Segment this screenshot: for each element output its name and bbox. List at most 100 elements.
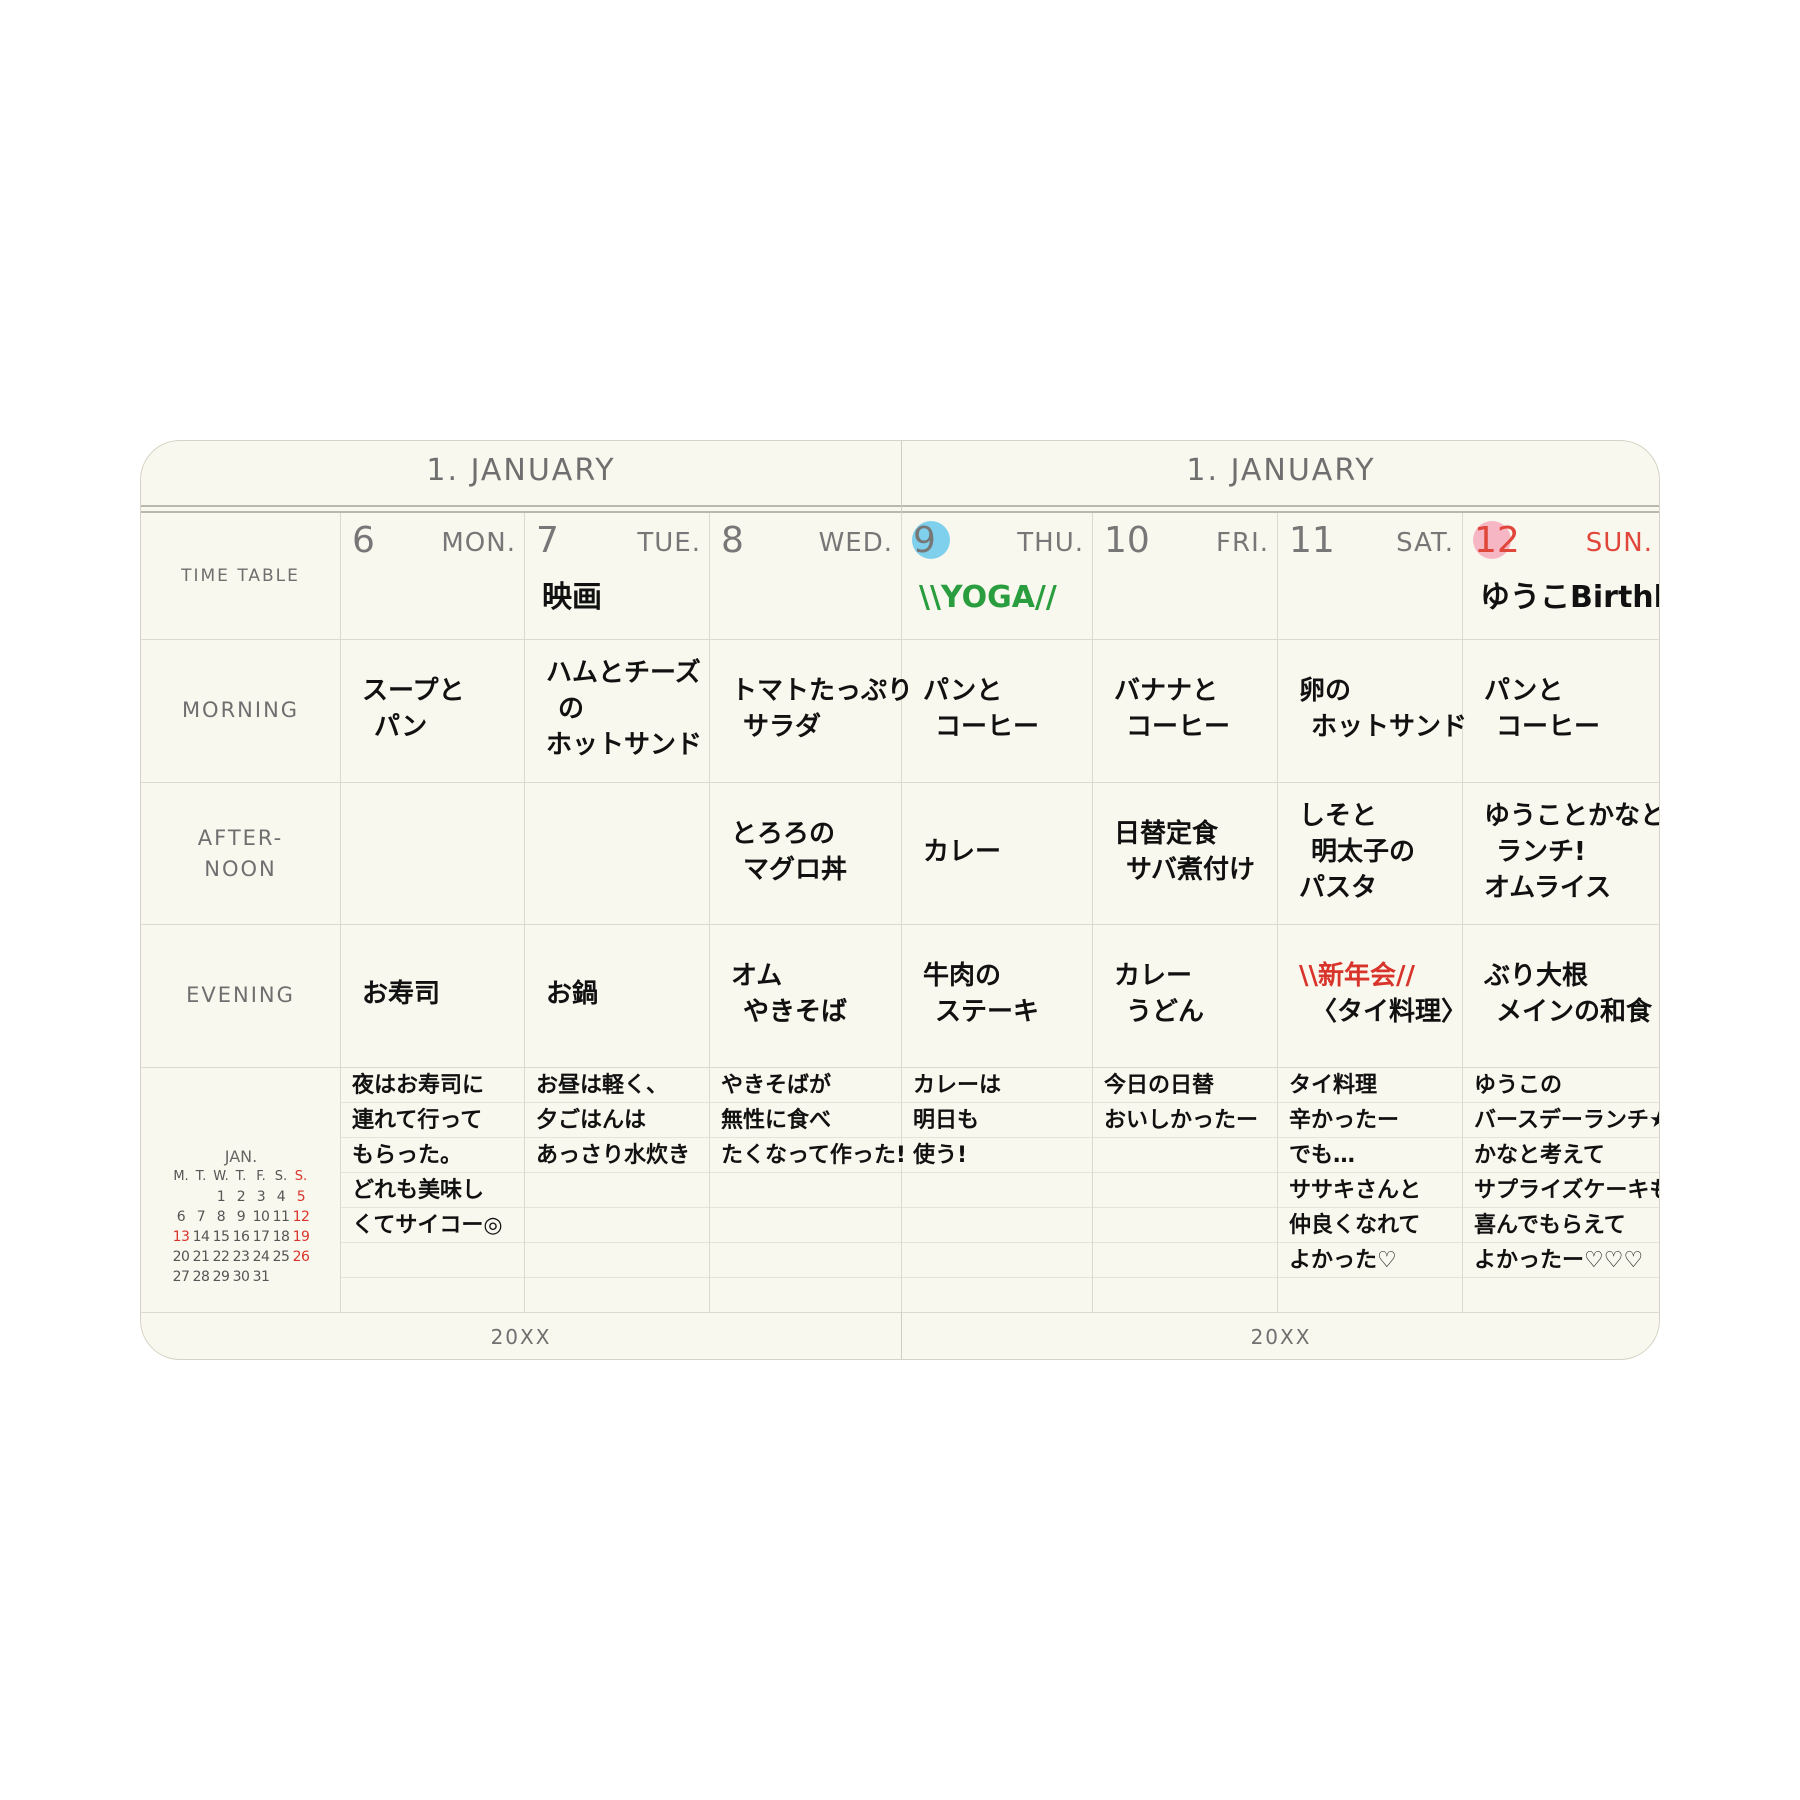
- mini-weekday: F.: [256, 1169, 266, 1184]
- mini-date: 6: [176, 1209, 186, 1225]
- mini-weekday: T.: [195, 1169, 207, 1184]
- rule: [340, 1102, 1659, 1103]
- mini-date: 9: [236, 1209, 246, 1225]
- note: ササキさんと: [1289, 1178, 1422, 1203]
- day-number: 7: [536, 520, 559, 561]
- evening-entry: 〈タイ料理〉: [1311, 996, 1468, 1027]
- rule: [340, 1242, 1659, 1243]
- note: 仲良くなれて: [1289, 1213, 1421, 1238]
- note: くてサイコー◎: [352, 1213, 503, 1238]
- mini-date: 11: [272, 1209, 290, 1225]
- rule: [141, 1312, 1659, 1313]
- mini-month: JAN.: [224, 1147, 258, 1166]
- planner: 1. JANUARY 1. JANUARY 20XX 20XX TIME TABLE MO…: [140, 440, 1660, 1360]
- note: 無性に食べ: [721, 1108, 832, 1133]
- note: かなと考えて: [1474, 1143, 1605, 1168]
- mini-date: 13: [172, 1229, 190, 1245]
- rule: [340, 1137, 1659, 1138]
- afternoon-entry: とろろの: [731, 818, 836, 849]
- mini-date: 19: [292, 1229, 310, 1245]
- event: ゆうこBirthbay: [1480, 580, 1659, 615]
- rule: [141, 782, 1659, 783]
- afternoon-entry: マグロ丼: [743, 854, 848, 885]
- afternoon-entry: サバ煮付け: [1126, 854, 1255, 885]
- note: バースデーランチ★: [1474, 1108, 1660, 1133]
- afternoon-entry: 日替定食: [1114, 818, 1219, 849]
- rule: [340, 1207, 1659, 1208]
- morning-entry: ホットサンド: [1311, 711, 1468, 742]
- month-title: 1. JANUARY: [426, 453, 616, 488]
- rule: [141, 1067, 1659, 1068]
- row-label: NOON: [204, 857, 277, 881]
- evening-entry: お鍋: [546, 978, 599, 1009]
- evening-entry: やきそば: [743, 996, 848, 1027]
- evening-entry: メインの和食: [1496, 996, 1653, 1027]
- evening-entry: 牛肉の: [923, 960, 1002, 991]
- morning-entry: ホットサンド: [546, 729, 703, 760]
- day-number: 6: [352, 520, 375, 561]
- mini-date: 29: [212, 1269, 230, 1285]
- rule: [340, 513, 341, 1312]
- mini-date: 31: [252, 1269, 270, 1285]
- year: 20XX: [1250, 1325, 1312, 1349]
- mini-date: 24: [252, 1249, 270, 1265]
- weekday: FRI.: [1216, 528, 1269, 558]
- mini-date: 28: [192, 1269, 210, 1285]
- mini-date: 15: [212, 1229, 230, 1245]
- mini-date: 2: [236, 1189, 246, 1205]
- day-highlight: [912, 521, 950, 559]
- evening-entry: オム: [731, 960, 783, 991]
- evening-entry: \\新年会//: [1299, 960, 1415, 991]
- morning-entry: スープと: [362, 675, 465, 706]
- afternoon-entry: しそと: [1299, 800, 1378, 831]
- month-title: 1. JANUARY: [1186, 453, 1376, 488]
- weekday: SUN.: [1585, 528, 1653, 558]
- afternoon-entry: カレー: [923, 836, 1002, 867]
- mini-weekday: S.: [294, 1169, 308, 1184]
- mini-date: 18: [272, 1229, 290, 1245]
- morning-entry: の: [558, 693, 585, 724]
- note: タイ料理: [1289, 1073, 1378, 1098]
- afternoon-entry: 明太子の: [1311, 836, 1416, 867]
- mini-date: 1: [216, 1189, 226, 1205]
- note: あっさり水炊き: [536, 1143, 691, 1168]
- row-label: AFTER-: [197, 826, 284, 850]
- morning-entry: サラダ: [743, 711, 822, 742]
- row-label: TIME TABLE: [181, 566, 300, 586]
- mini-date: 20: [172, 1249, 190, 1265]
- note: もらった。: [352, 1143, 463, 1168]
- note: 喜んでもらえて: [1474, 1213, 1626, 1238]
- weekday: SAT.: [1396, 528, 1454, 558]
- rule: [1092, 513, 1093, 1312]
- note: 夕ごはんは: [536, 1108, 647, 1133]
- mini-date: 4: [276, 1189, 286, 1205]
- note: お昼は軽く、: [536, 1073, 669, 1098]
- rule: [340, 1172, 1659, 1173]
- note: やきそばが: [721, 1073, 832, 1098]
- note: カレーは: [913, 1073, 1002, 1098]
- weekday: MON.: [441, 528, 516, 558]
- note: おいしかったー: [1104, 1108, 1259, 1133]
- mini-date: 21: [192, 1249, 210, 1265]
- rule: [901, 513, 902, 1312]
- morning-entry: パン: [374, 711, 428, 742]
- evening-entry: お寿司: [362, 978, 441, 1009]
- row-label: EVENING: [186, 983, 295, 1007]
- event: 映画: [542, 580, 602, 615]
- mini-date: 7: [196, 1209, 206, 1225]
- evening-entry: ステーキ: [935, 996, 1040, 1027]
- rule: [141, 505, 1659, 507]
- weekday: THU.: [1017, 528, 1084, 558]
- morning-entry: コーヒー: [1496, 711, 1601, 742]
- note: 今日の日替: [1104, 1073, 1215, 1098]
- evening-entry: カレー: [1114, 960, 1193, 991]
- morning-entry: コーヒー: [935, 711, 1040, 742]
- weekday: WED.: [818, 528, 893, 558]
- note: 夜はお寿司に: [352, 1073, 485, 1098]
- rule: [141, 639, 1659, 640]
- mini-date: 5: [296, 1189, 306, 1205]
- note: よかった♡: [1289, 1248, 1397, 1273]
- mini-date: 12: [292, 1209, 310, 1225]
- note: たくなって作った!: [721, 1143, 906, 1168]
- year: 20XX: [490, 1325, 552, 1349]
